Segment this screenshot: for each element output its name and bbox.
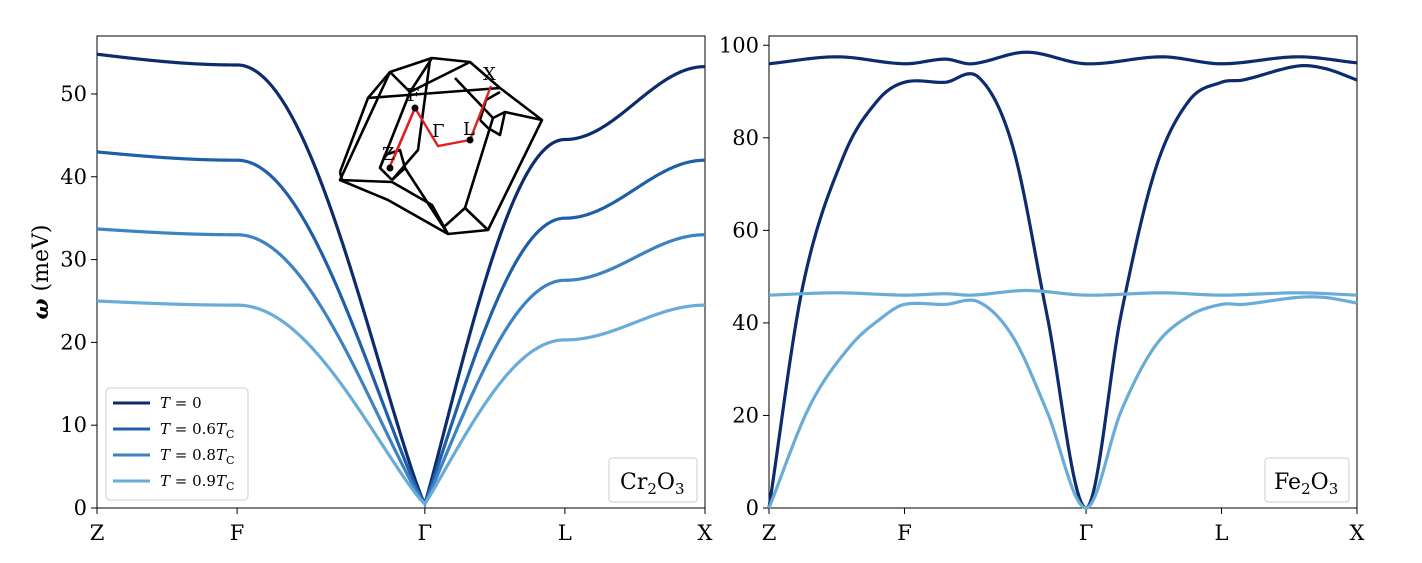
y-tick-label: 40 (732, 311, 759, 335)
legend-entry: T = 0 (113, 394, 202, 412)
legend-frame (105, 387, 249, 501)
material-label-text: Cr2O3 (620, 470, 685, 498)
y-tick-label: 80 (732, 126, 759, 150)
bz-edge (479, 111, 507, 137)
material-label-cr2o3: Cr2O3 (608, 457, 698, 503)
y-tick-label: 10 (60, 413, 87, 437)
bz-label-f: F (407, 85, 420, 106)
y-tick-label: 20 (60, 330, 87, 354)
y-tick-label: 100 (719, 33, 759, 57)
material-label-box (608, 457, 698, 503)
legend-label: T = 0.6TC (160, 420, 234, 441)
x-tick-label: Γ (1079, 521, 1094, 545)
y-tick-label: 30 (60, 248, 87, 272)
x-tick-label: Z (90, 521, 105, 545)
left-axes-frame (96, 35, 706, 509)
bz-point-f (411, 104, 419, 112)
bz-label-z: Z (382, 144, 395, 165)
bz-edge (339, 178, 450, 235)
legend-entry: T = 0.6TC (113, 420, 234, 441)
series-line-dispersive (767, 63, 1358, 510)
bz-point-z (386, 164, 394, 172)
series-line-flat (768, 288, 1358, 297)
x-tick-label: L (558, 521, 572, 545)
legend-label: T = 0.9TC (160, 472, 234, 493)
series-line-flat (768, 50, 1358, 66)
y-tick-label: 0 (746, 496, 759, 520)
left-series (96, 52, 706, 508)
y-tick-label: 40 (60, 165, 87, 189)
bz-edge (391, 59, 432, 181)
legend-entry: T = 0.9TC (113, 472, 234, 493)
bz-label-gamma: Γ (432, 121, 445, 142)
right-series (767, 50, 1358, 510)
x-tick-label: Γ (418, 521, 433, 545)
y-tick-label: 50 (60, 82, 87, 106)
bz-outline (338, 56, 544, 236)
bz-points (386, 104, 474, 172)
bz-edge (367, 86, 501, 100)
legend: T = 0 T = 0.6TC T = 0.8TC T = 0.9TC (105, 387, 249, 501)
brillouin-zone-inset (338, 56, 544, 236)
bz-edge (464, 207, 489, 231)
x-tick-label: L (1215, 521, 1229, 545)
right-panel: 0 20 40 60 80 100 Z F Γ L X Fe2O3 (719, 33, 1365, 545)
x-tick-label: F (230, 521, 245, 545)
legend-label: T = 0 (160, 394, 202, 412)
bz-path-line (391, 107, 417, 161)
series-line (96, 299, 706, 507)
series-line-dispersive (767, 295, 1358, 510)
bz-label-x: X (483, 64, 496, 85)
legend-label: T = 0.8TC (160, 446, 234, 467)
left-y-ticks: 0 10 20 30 40 50 (60, 82, 97, 520)
x-tick-label: Z (762, 521, 777, 545)
material-label-text: Fe2O3 (1274, 470, 1338, 498)
right-y-ticks: 0 20 40 60 80 100 (719, 33, 769, 520)
x-tick-label: X (1350, 521, 1365, 545)
legend-entry: T = 0.8TC (113, 446, 234, 467)
bz-label-l: L (463, 119, 475, 140)
bz-point-l (466, 136, 474, 144)
y-tick-label: 0 (74, 496, 87, 520)
right-axes-frame (768, 35, 1358, 509)
left-y-axis-label: ω (meV) (28, 225, 54, 320)
y-tick-label: 60 (732, 218, 759, 242)
bz-edge (444, 77, 495, 227)
bz-high-symmetry-path (388, 85, 493, 167)
bz-edge (378, 148, 407, 181)
material-label-box (1264, 457, 1350, 503)
bz-edge (338, 171, 344, 181)
y-tick-label: 20 (732, 403, 759, 427)
material-label-fe2o3: Fe2O3 (1264, 457, 1350, 503)
x-tick-label: X (698, 521, 713, 545)
x-tick-label: F (897, 521, 912, 545)
